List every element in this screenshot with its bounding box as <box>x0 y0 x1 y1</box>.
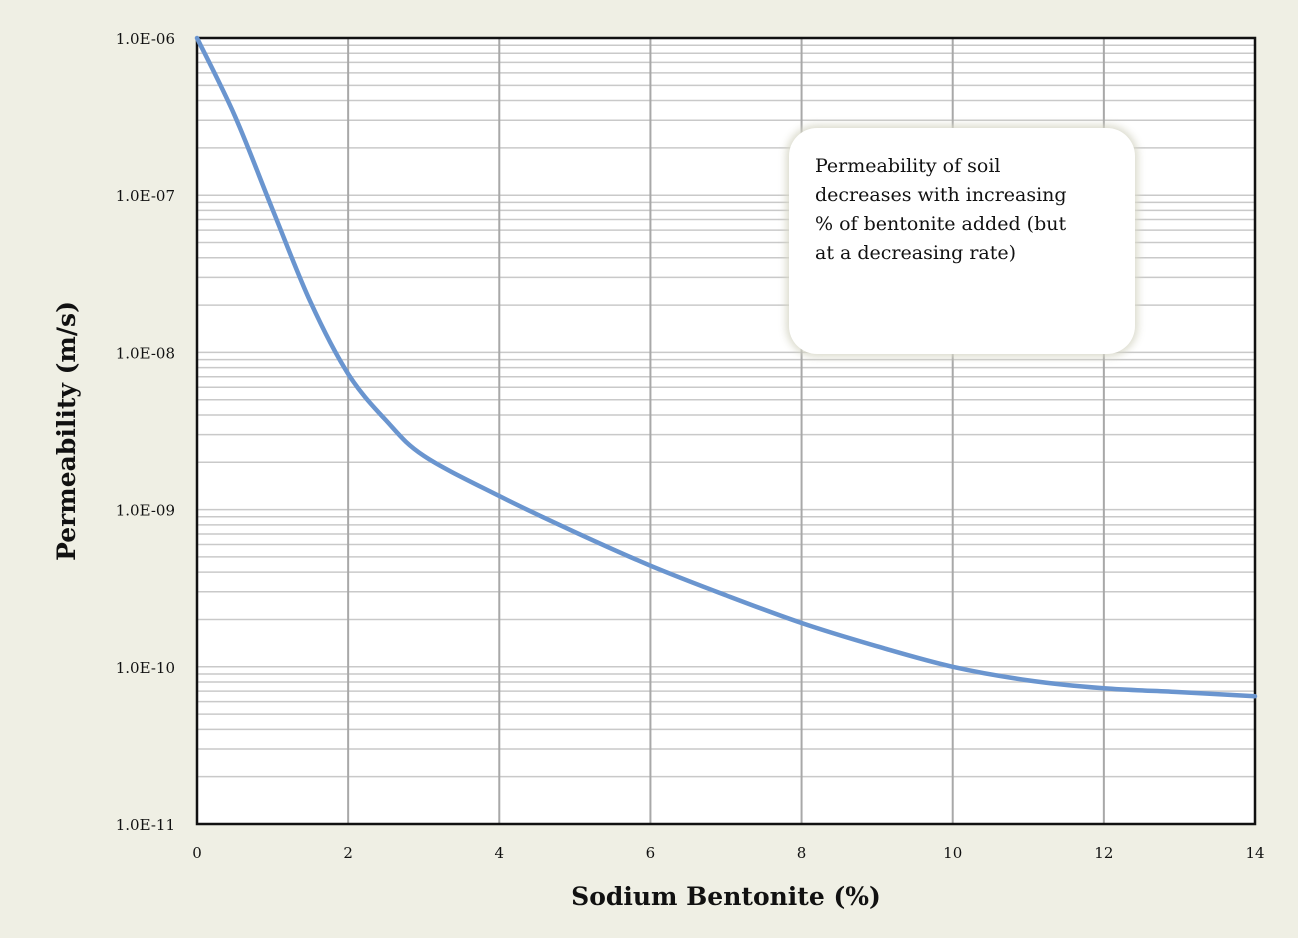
y-tick-label: 1.0E-08 <box>116 344 175 362</box>
annotation-box: Permeability of soil decreases with incr… <box>789 128 1135 354</box>
x-axis-ticks: 0 2 4 6 8 10 12 14 <box>192 844 1264 862</box>
x-tick-label: 10 <box>943 844 962 862</box>
x-tick-label: 12 <box>1094 844 1113 862</box>
x-tick-label: 0 <box>192 844 202 862</box>
x-tick-label: 6 <box>646 844 656 862</box>
x-axis-title: Sodium Bentonite (%) <box>571 882 881 911</box>
y-tick-label: 1.0E-11 <box>116 816 175 834</box>
permeability-series-line <box>194 35 1258 699</box>
x-tick-label: 4 <box>495 844 505 862</box>
x-tick-label: 14 <box>1245 844 1264 862</box>
y-tick-label: 1.0E-10 <box>116 659 175 677</box>
y-axis-title: Permeability (m/s) <box>52 301 81 561</box>
y-tick-label: 1.0E-09 <box>116 502 175 520</box>
y-tick-label: 1.0E-07 <box>116 187 175 205</box>
x-tick-label: 2 <box>343 844 353 862</box>
y-axis-ticks: 1.0E-06 1.0E-07 1.0E-08 1.0E-09 1.0E-10 1.0E-… <box>116 30 175 834</box>
plot-frame <box>195 36 1257 826</box>
x-tick-label: 8 <box>797 844 807 862</box>
annotation-text: Permeability of soil decreases with incr… <box>815 155 1067 264</box>
y-tick-label: 1.0E-06 <box>116 30 175 48</box>
